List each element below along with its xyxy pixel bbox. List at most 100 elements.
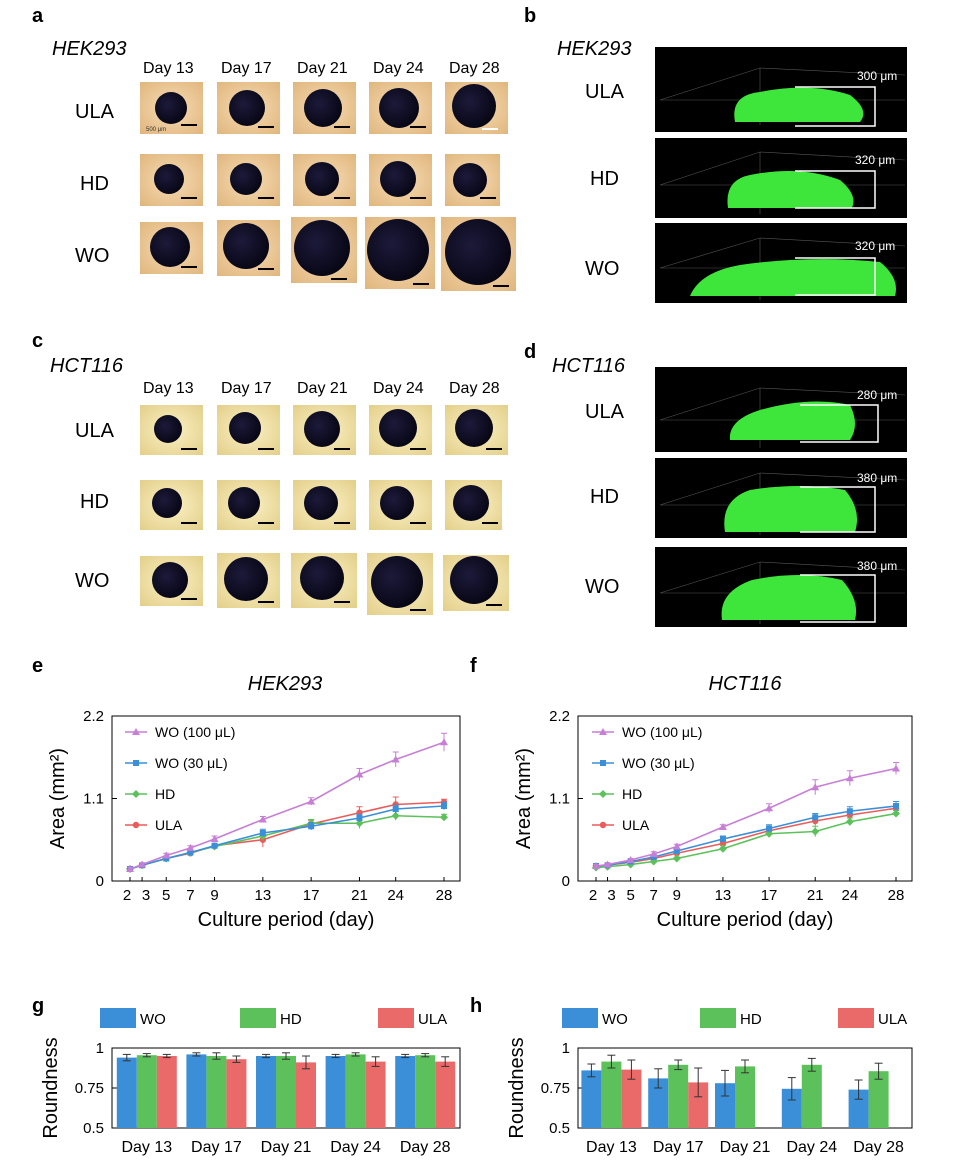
data-point xyxy=(718,823,727,830)
panel-b-row-wo: WO xyxy=(585,258,619,280)
data-point xyxy=(672,854,681,863)
bar-ula xyxy=(156,1056,177,1128)
x-tick-label: 7 xyxy=(650,887,658,904)
legend-label-wo30: WO (30 μL) xyxy=(622,755,695,771)
render-b-hd: 320 μm xyxy=(655,138,907,218)
panel-g-letter: g xyxy=(32,995,44,1017)
x-category-label: Day 21 xyxy=(261,1139,312,1156)
y-tick-label: 1.1 xyxy=(549,791,570,808)
data-point xyxy=(211,842,218,849)
x-tick-label: 28 xyxy=(888,887,905,904)
series-line-hd xyxy=(595,812,897,869)
bar-ula xyxy=(296,1062,316,1128)
legend-label-hd: HD xyxy=(155,786,175,802)
micrograph-a-wo-day13 xyxy=(140,222,203,274)
series-line-wo100 xyxy=(129,741,445,870)
panel-d-measure-hd: 380 μm xyxy=(857,471,897,485)
panel-b: b HEK293 ULA HD WO 300 μm 320 μm 320 μm xyxy=(524,5,907,303)
legend-label-ula: ULA xyxy=(622,817,650,833)
micrograph-a-ula-day21 xyxy=(293,82,356,134)
x-tick-label: 13 xyxy=(715,887,732,904)
y-axis-label: Roundness xyxy=(506,1037,528,1138)
data-point xyxy=(162,851,171,859)
micrograph-a-hd-day17 xyxy=(217,154,280,206)
x-category-label: Day 13 xyxy=(121,1139,172,1156)
panel-b-title: HEK293 xyxy=(557,38,632,60)
x-tick-label: 5 xyxy=(626,887,634,904)
bar-wo xyxy=(186,1054,207,1128)
data-point xyxy=(845,774,854,782)
bar-wo xyxy=(581,1070,602,1128)
x-tick-label: 3 xyxy=(607,887,615,904)
panel-a: a HEK293 Day 13 Day 17 Day 21 Day 24 Day… xyxy=(32,5,516,291)
legend-label-wo: WO xyxy=(140,1011,166,1028)
series-line-wo30 xyxy=(595,805,897,867)
data-point xyxy=(649,850,658,857)
x-category-label: Day 17 xyxy=(191,1139,242,1156)
legend-swatch-hd xyxy=(700,1008,736,1028)
x-tick-label: 13 xyxy=(255,887,272,904)
data-point xyxy=(845,817,854,826)
data-point xyxy=(138,860,147,868)
x-axis-label: Culture period (day) xyxy=(198,909,375,931)
panel-a-day-21: Day 21 xyxy=(297,60,348,77)
bar-wo xyxy=(325,1056,346,1128)
data-point xyxy=(846,808,853,815)
legend-marker xyxy=(600,760,606,766)
data-point xyxy=(356,815,363,821)
data-point xyxy=(440,813,448,822)
panel-d-row-hd: HD xyxy=(590,486,619,508)
data-point xyxy=(673,848,680,854)
micrograph-a-ula-day24 xyxy=(369,82,432,134)
micrograph-a-wo-day24 xyxy=(365,217,435,289)
x-category-label: Day 13 xyxy=(586,1139,637,1156)
panel-a-day-13: Day 13 xyxy=(143,60,194,77)
render-b-wo: 320 μm xyxy=(655,223,907,303)
data-point xyxy=(259,830,266,836)
chart-e-legend: WO (100 μL) WO (30 μL) HD ULA xyxy=(125,724,235,833)
data-point xyxy=(626,856,635,863)
panel-c-day-13: Day 13 xyxy=(143,380,194,397)
x-tick-label: 3 xyxy=(142,887,150,904)
chart-e-title: HEK293 xyxy=(248,673,323,695)
panel-a-row-ula: ULA xyxy=(75,101,115,123)
bar-hd xyxy=(415,1055,436,1128)
data-point xyxy=(892,764,900,772)
data-point xyxy=(672,842,681,850)
panel-a-letter: a xyxy=(32,5,44,27)
panel-a-day-24: Day 24 xyxy=(373,60,424,77)
bar-ula xyxy=(365,1061,386,1128)
y-tick-label: 0.5 xyxy=(549,1120,570,1137)
series-wo100 xyxy=(126,732,448,872)
chart-f-legend: WO (100 μL) WO (30 μL) HD ULA xyxy=(592,724,702,833)
x-tick-label: 2 xyxy=(589,887,597,904)
legend-label-ula: ULA xyxy=(155,817,183,833)
x-tick-label: 21 xyxy=(351,887,368,904)
series-wo30 xyxy=(127,801,447,872)
data-point xyxy=(391,755,400,763)
data-point xyxy=(440,738,448,746)
legend-label-hd: HD xyxy=(740,1011,762,1028)
data-point xyxy=(186,844,195,851)
micrograph-a-ula-day17 xyxy=(217,82,280,134)
data-point xyxy=(210,835,219,842)
legend-label-hd: HD xyxy=(280,1011,302,1028)
y-axis-label: Area (mm²) xyxy=(513,748,535,849)
micrograph-a-hd-day28 xyxy=(445,154,500,206)
panel-b-letter: b xyxy=(524,5,536,27)
bar-ula xyxy=(226,1059,247,1128)
chart-g: g 0.5 0.75 1 Roundness Day 13 Day 17 Day 21 Day … xyxy=(32,995,461,1156)
x-category-label: Day 28 xyxy=(853,1139,904,1156)
panel-d-row-wo: WO xyxy=(585,576,619,598)
legend-label-wo: WO xyxy=(602,1011,628,1028)
bar-wo xyxy=(781,1088,802,1128)
panel-c-day-28: Day 28 xyxy=(449,380,500,397)
data-point xyxy=(187,849,194,856)
bar-hd xyxy=(206,1056,227,1128)
render-b-ula: 300 μm xyxy=(655,47,907,132)
bar-ula xyxy=(688,1082,709,1128)
data-point xyxy=(441,803,447,809)
x-category-label: Day 28 xyxy=(400,1139,451,1156)
legend-marker xyxy=(599,821,607,829)
